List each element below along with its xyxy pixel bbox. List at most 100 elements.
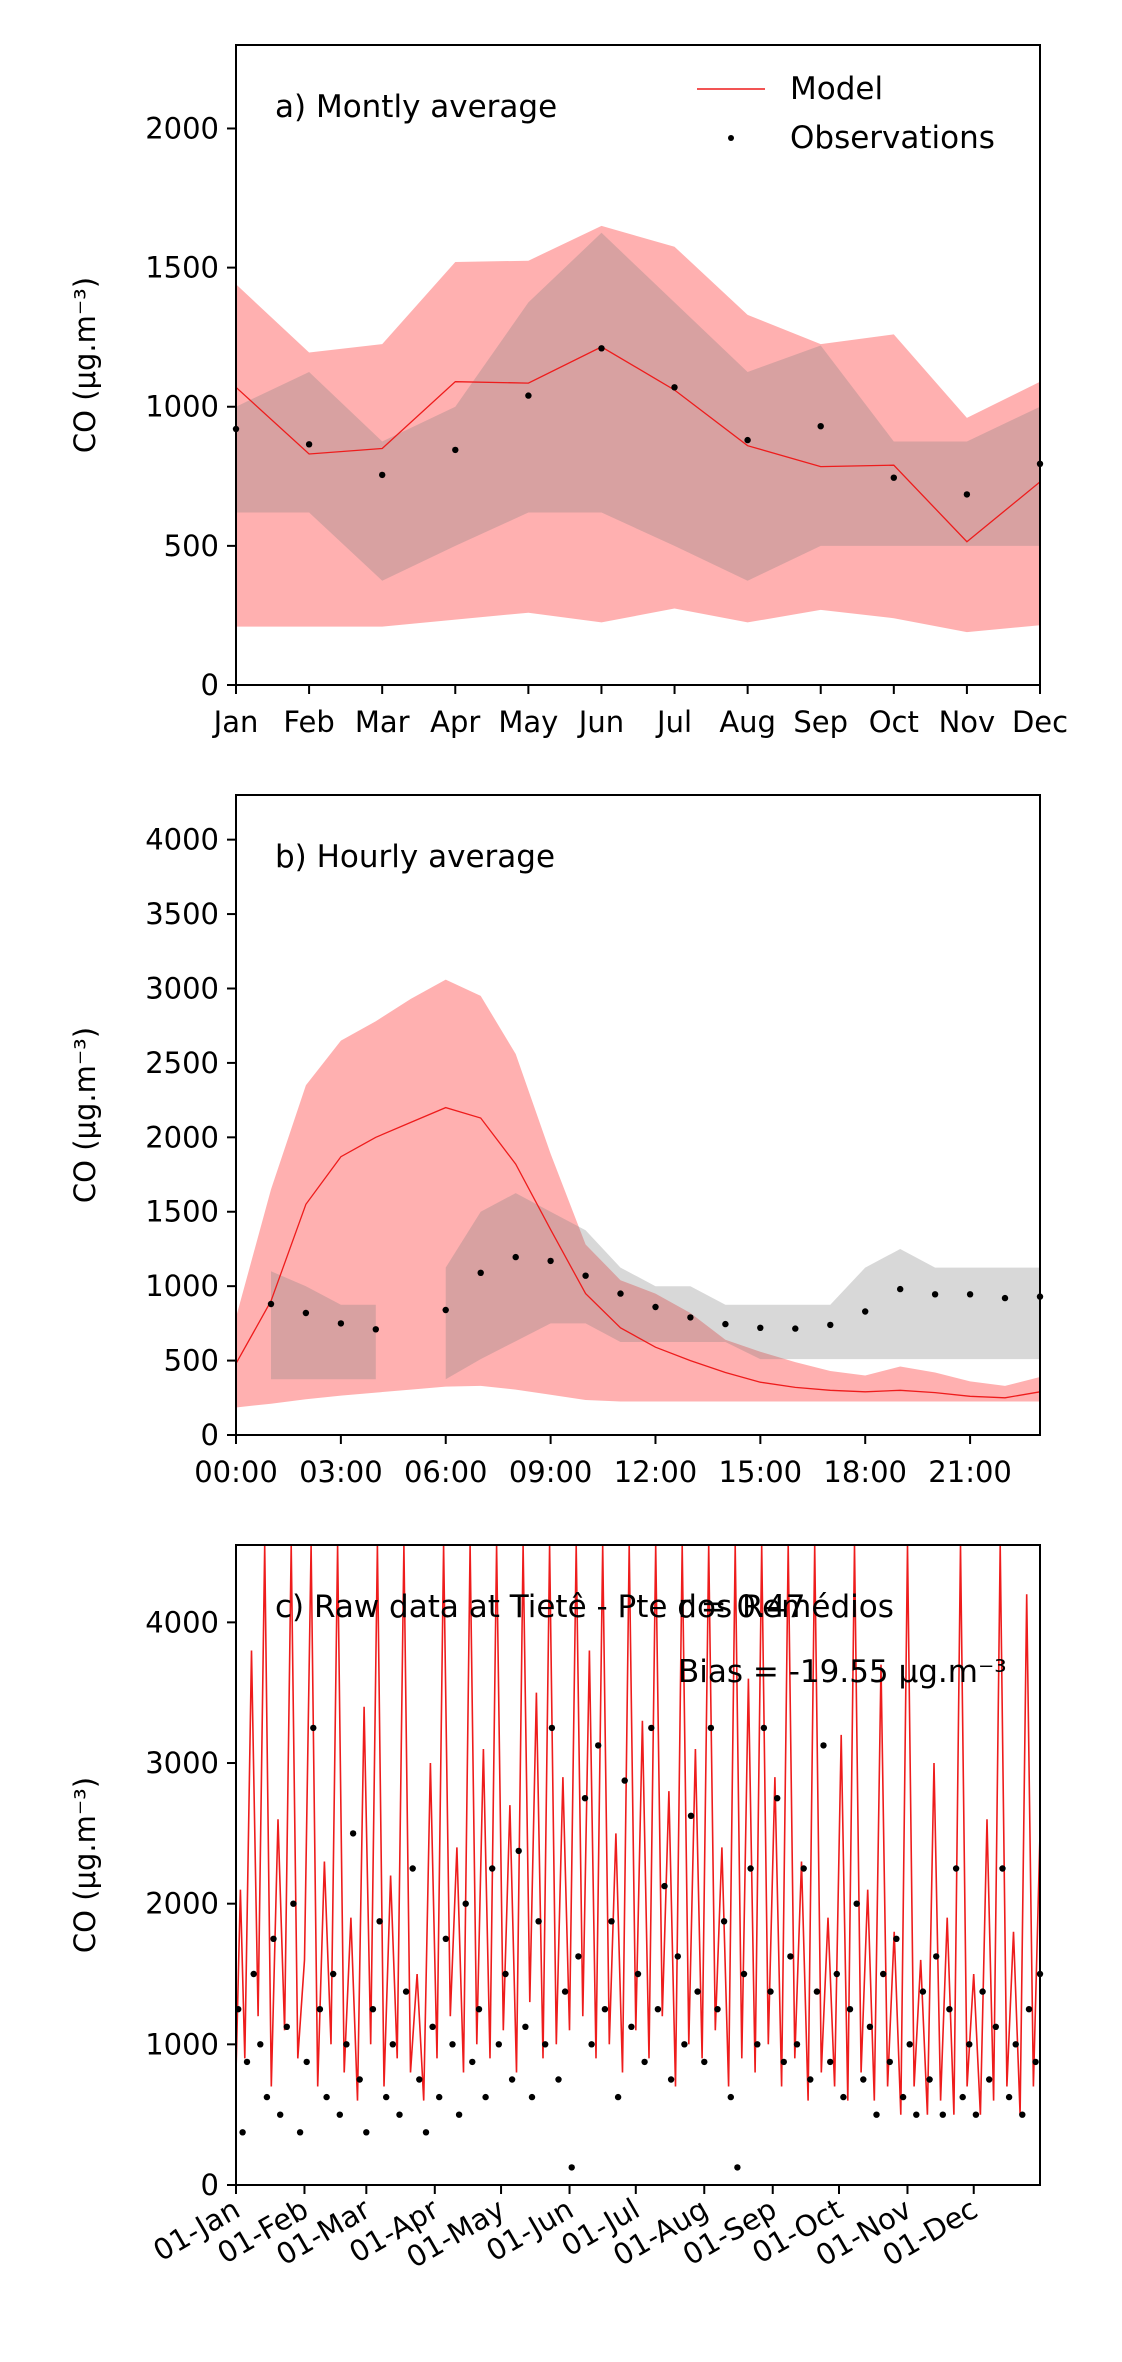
c-observation-point bbox=[621, 1777, 628, 1784]
y-tick-label: 1000 bbox=[145, 390, 219, 424]
panel-c-raw-data: 0 1000 2000 3000 4000 01-Jan01-Feb01-Mar01-A… bbox=[68, 1544, 1044, 2275]
c-observation-point bbox=[654, 2006, 662, 2013]
c-observation-point bbox=[667, 2076, 675, 2083]
b-model-line-0 bbox=[235, 1106, 1041, 1399]
y-tick-label: 0 bbox=[201, 1418, 219, 1452]
c-observation-point bbox=[913, 2111, 920, 2118]
b-observation-point bbox=[687, 1314, 694, 1321]
c-observation-point bbox=[760, 1724, 768, 1732]
panel-a-monthly-average: 0 500 1000 1500 2000 Jan Feb Mar Apr May Jun Jul Au… bbox=[68, 44, 1068, 739]
c-observation-point bbox=[681, 2041, 688, 2048]
c-observation-point bbox=[793, 2041, 801, 2048]
c-observation-point bbox=[754, 2041, 761, 2048]
c-observation-point bbox=[674, 1953, 681, 1960]
c-observation-point bbox=[661, 1882, 668, 1890]
c-observation-point bbox=[979, 1988, 986, 1995]
c-observation-point bbox=[561, 1988, 569, 1995]
c-observation-point bbox=[469, 2058, 476, 2066]
c-observation-point bbox=[840, 2093, 847, 2101]
c-observation-point bbox=[648, 1724, 655, 1732]
x-tick-label: Jun bbox=[577, 705, 624, 739]
x-tick-label: 00:00 bbox=[194, 1455, 278, 1489]
b-observation-point bbox=[966, 1291, 974, 1298]
b-observation-point bbox=[477, 1269, 484, 1277]
c-observation-point bbox=[489, 1865, 496, 1872]
c-observation-point bbox=[906, 2041, 913, 2048]
legend-observations-label: Observations bbox=[790, 120, 995, 156]
x-tick-label: 18:00 bbox=[823, 1455, 907, 1489]
c-observation-point bbox=[787, 1953, 794, 1960]
b-series bbox=[235, 1106, 1044, 1399]
c-observation-point bbox=[992, 2023, 999, 2031]
c-observation-point bbox=[515, 1847, 522, 1855]
b-bands bbox=[236, 979, 1040, 1408]
c-y-ticks: 0 1000 2000 3000 4000 bbox=[145, 1605, 236, 2202]
c-observation-point bbox=[966, 2041, 973, 2048]
a-bands bbox=[236, 225, 1040, 633]
a-panel-title: a) Montly average bbox=[275, 89, 557, 125]
c-observation-point bbox=[323, 2093, 330, 2101]
c-observation-point bbox=[880, 1970, 887, 1978]
x-tick-label: Sep bbox=[793, 705, 848, 739]
a-y-ticks: 0 500 1000 1500 2000 bbox=[145, 111, 236, 702]
c-observation-point bbox=[502, 1970, 509, 1978]
c-observation-point bbox=[873, 2111, 880, 2118]
c-observation-point bbox=[999, 1865, 1006, 1872]
c-observation-point bbox=[422, 2129, 430, 2136]
legend-observations-swatch bbox=[728, 135, 734, 141]
x-tick-label: 12:00 bbox=[614, 1455, 698, 1489]
c-observation-point bbox=[257, 2041, 264, 2048]
c-observation-point bbox=[628, 2023, 635, 2031]
x-tick-label: 03:00 bbox=[299, 1455, 383, 1489]
y-tick-label: 1500 bbox=[145, 251, 219, 285]
x-tick-label: Feb bbox=[283, 705, 334, 739]
c-observation-point bbox=[701, 2058, 708, 2066]
c-observation-point bbox=[634, 1970, 642, 1978]
c-observation-point bbox=[926, 2076, 933, 2083]
c-observation-point bbox=[369, 2006, 377, 2013]
y-tick-label: 1000 bbox=[145, 2027, 219, 2061]
c-panel-title: c) Raw data at Tietê - Pte dos Remédios bbox=[275, 1589, 894, 1625]
b-observation-point bbox=[302, 1309, 310, 1317]
c-observation-point bbox=[243, 2058, 251, 2066]
b-x-ticks: 00:00 03:00 06:00 09:00 12:00 15:00 18:00 21:00 bbox=[194, 1435, 1012, 1489]
a-observation-point bbox=[452, 446, 459, 454]
y-tick-label: 2000 bbox=[145, 111, 219, 145]
c-observation-point bbox=[813, 1988, 821, 1995]
b-obs-range-band-1 bbox=[445, 1193, 1040, 1380]
c-observation-point bbox=[608, 1918, 615, 1925]
c-observation-point bbox=[747, 1865, 754, 1872]
b-observation-point bbox=[582, 1272, 589, 1279]
c-observation-point bbox=[535, 1918, 542, 1925]
a-legend: Model Observations bbox=[697, 71, 995, 156]
a-observation-point bbox=[744, 436, 751, 444]
c-observation-point bbox=[376, 1918, 383, 1925]
x-tick-label: May bbox=[498, 705, 558, 739]
a-model-range-band-0 bbox=[236, 225, 1040, 633]
x-tick-label: Oct bbox=[869, 705, 919, 739]
c-observation-point bbox=[277, 2111, 284, 2118]
b-axes-frame bbox=[235, 794, 1041, 1436]
c-observation-point bbox=[555, 2076, 562, 2083]
c-observation-point bbox=[330, 1970, 337, 1978]
c-observation-point bbox=[780, 2058, 787, 2066]
a-obs-range-band-0 bbox=[236, 232, 1040, 581]
c-observation-point bbox=[959, 2093, 966, 2101]
c-correlation-annotation: r = 0.47 bbox=[678, 1589, 805, 1625]
c-observation-point bbox=[601, 2006, 609, 2013]
b-observation-point bbox=[617, 1290, 624, 1297]
y-tick-label: 0 bbox=[201, 668, 219, 702]
c-observation-point bbox=[568, 2164, 575, 2171]
c-observation-point bbox=[939, 2111, 946, 2118]
c-observation-point bbox=[707, 1724, 715, 1732]
x-tick-label: Mar bbox=[355, 705, 410, 739]
c-model-line bbox=[235, 1544, 1041, 2115]
c-observation-point bbox=[409, 1865, 416, 1872]
c-observation-point bbox=[528, 2093, 536, 2101]
c-observation-point bbox=[296, 2129, 304, 2136]
c-observation-point bbox=[774, 1795, 781, 1802]
c-observation-point bbox=[1012, 2041, 1019, 2048]
c-observation-point bbox=[349, 1830, 357, 1837]
c-observation-point bbox=[972, 2111, 980, 2118]
c-observation-point bbox=[455, 2111, 463, 2118]
